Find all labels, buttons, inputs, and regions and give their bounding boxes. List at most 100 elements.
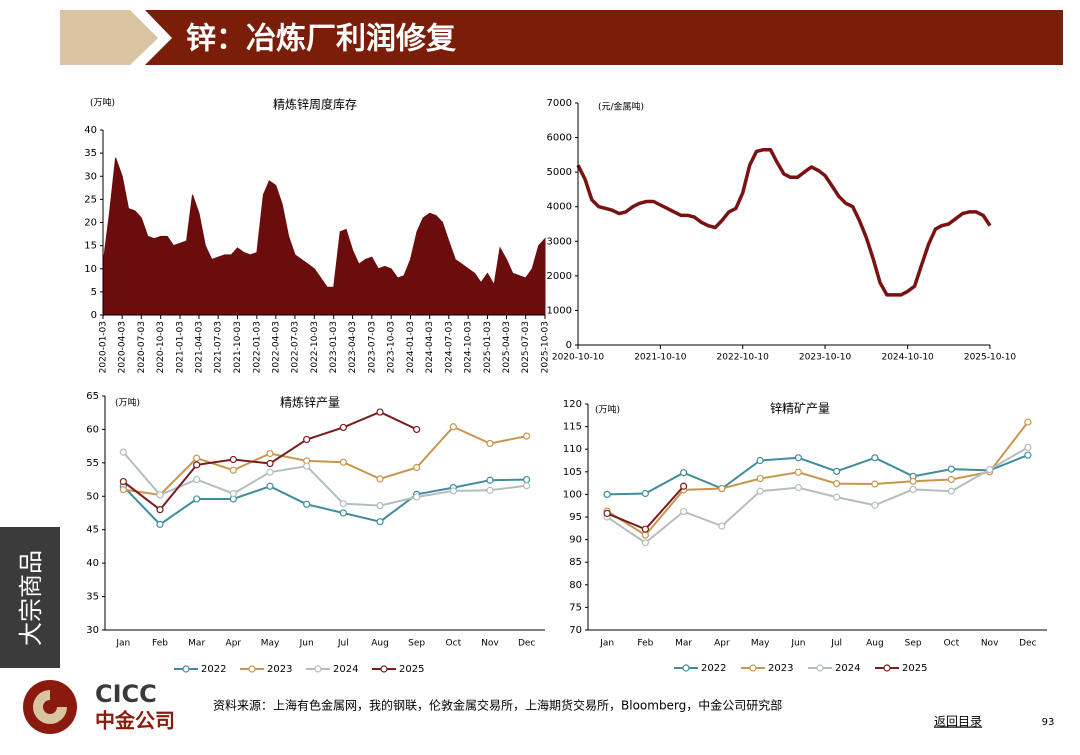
y-tick-label: 7000 — [547, 98, 572, 109]
legend-label: 2023 — [267, 664, 292, 675]
y-tick-label: 15 — [84, 241, 97, 252]
point — [229, 455, 237, 464]
sidebar-label: 大宗商品 — [17, 550, 45, 646]
line — [122, 478, 527, 526]
point — [718, 484, 726, 493]
point — [339, 458, 347, 466]
point — [641, 525, 649, 533]
logo-cn: 中金公司 — [95, 709, 175, 733]
unit-label: (万吨) — [115, 397, 140, 409]
y-tick-label: 95 — [569, 512, 582, 523]
x-tick-label: 2020-10-10 — [552, 353, 605, 363]
x-tick-label: Aug — [371, 639, 389, 649]
x-tick-label: 2023-04-03 — [348, 321, 358, 373]
line — [606, 421, 1029, 537]
legend-label: 2025 — [399, 664, 424, 675]
logo-mark — [23, 680, 77, 734]
point — [641, 489, 649, 498]
x-tick-label: 2020-01-03 — [99, 321, 109, 373]
y-tick-label: 75 — [569, 602, 582, 613]
y-tick-label: 4000 — [547, 202, 572, 213]
x-tick-label: Mar — [675, 639, 692, 649]
point — [756, 474, 764, 483]
point — [449, 423, 457, 431]
x-tick-label: Oct — [446, 639, 462, 649]
y-tick-label: 80 — [569, 580, 582, 591]
point — [871, 480, 879, 488]
point — [909, 477, 917, 485]
x-tick-label: Aug — [866, 639, 884, 649]
legend-label: 2025 — [902, 663, 927, 674]
point — [413, 425, 421, 434]
point — [641, 539, 649, 547]
x-tick-label: 2022-07-03 — [290, 321, 300, 373]
point — [871, 454, 879, 462]
point — [193, 475, 201, 484]
x-tick-label: Jul — [337, 639, 349, 649]
point — [156, 506, 164, 514]
x-tick-label: 2021-07-03 — [214, 321, 224, 373]
header-chevron — [60, 10, 158, 65]
x-tick-label: 2024-07-03 — [444, 321, 454, 373]
x-tick-label: Dec — [1019, 639, 1036, 649]
x-tick-label: Jul — [830, 639, 842, 649]
x-tick-label: 2025-10-03 — [541, 321, 551, 373]
legend-marker — [816, 664, 824, 672]
point — [603, 490, 611, 498]
x-tick-label: Jun — [299, 639, 314, 649]
y-tick-label: 55 — [86, 458, 99, 469]
x-tick-label: 2021-01-03 — [176, 321, 186, 373]
point — [413, 493, 421, 501]
point — [947, 465, 955, 473]
y-tick-label: 105 — [563, 467, 582, 478]
point — [376, 408, 384, 416]
legend-label: 2022 — [701, 663, 726, 674]
point — [909, 485, 917, 494]
y-tick-label: 5000 — [547, 167, 572, 178]
legend-marker — [883, 664, 891, 672]
area — [102, 157, 546, 316]
y-tick-label: 70 — [569, 625, 582, 636]
x-tick-label: 2022-10-10 — [717, 353, 770, 363]
point — [266, 449, 274, 458]
logo-en: CICC — [95, 680, 157, 708]
x-tick-label: 2020-07-03 — [137, 321, 147, 373]
y-tick-label: 35 — [86, 592, 99, 603]
point — [756, 487, 764, 495]
point — [193, 495, 201, 503]
point — [794, 468, 802, 476]
x-tick-label: Apr — [714, 639, 730, 649]
point — [756, 456, 764, 465]
x-tick-label: 2025-10-10 — [964, 353, 1017, 363]
y-tick-label: 1000 — [547, 305, 572, 316]
point — [303, 435, 311, 444]
x-tick-label: Jan — [599, 639, 614, 649]
point — [947, 487, 955, 495]
point — [794, 454, 802, 462]
point — [376, 502, 384, 510]
y-tick-label: 0 — [91, 310, 97, 321]
chart-title: 精炼锌周度库存 — [273, 97, 357, 112]
point — [266, 468, 274, 476]
point — [119, 448, 127, 456]
point — [833, 479, 841, 488]
y-tick-label: 120 — [563, 399, 582, 410]
unit-label: (元/金属吨) — [598, 101, 644, 113]
point — [833, 467, 841, 475]
x-tick-label: Sep — [905, 639, 922, 649]
unit-label: (万吨) — [595, 404, 620, 416]
point — [449, 487, 457, 495]
back-link[interactable]: 返回目录 — [934, 715, 982, 729]
x-tick-label: 2021-10-10 — [634, 353, 687, 363]
legend-marker — [248, 665, 256, 673]
y-tick-label: 45 — [86, 525, 99, 536]
x-tick-label: 2023-10-03 — [387, 321, 397, 373]
point — [486, 486, 494, 494]
y-tick-label: 30 — [84, 171, 97, 182]
x-tick-label: Mar — [188, 639, 205, 649]
point — [680, 507, 688, 516]
point — [413, 463, 421, 472]
point — [339, 500, 347, 508]
point — [833, 493, 841, 501]
point — [376, 475, 384, 483]
